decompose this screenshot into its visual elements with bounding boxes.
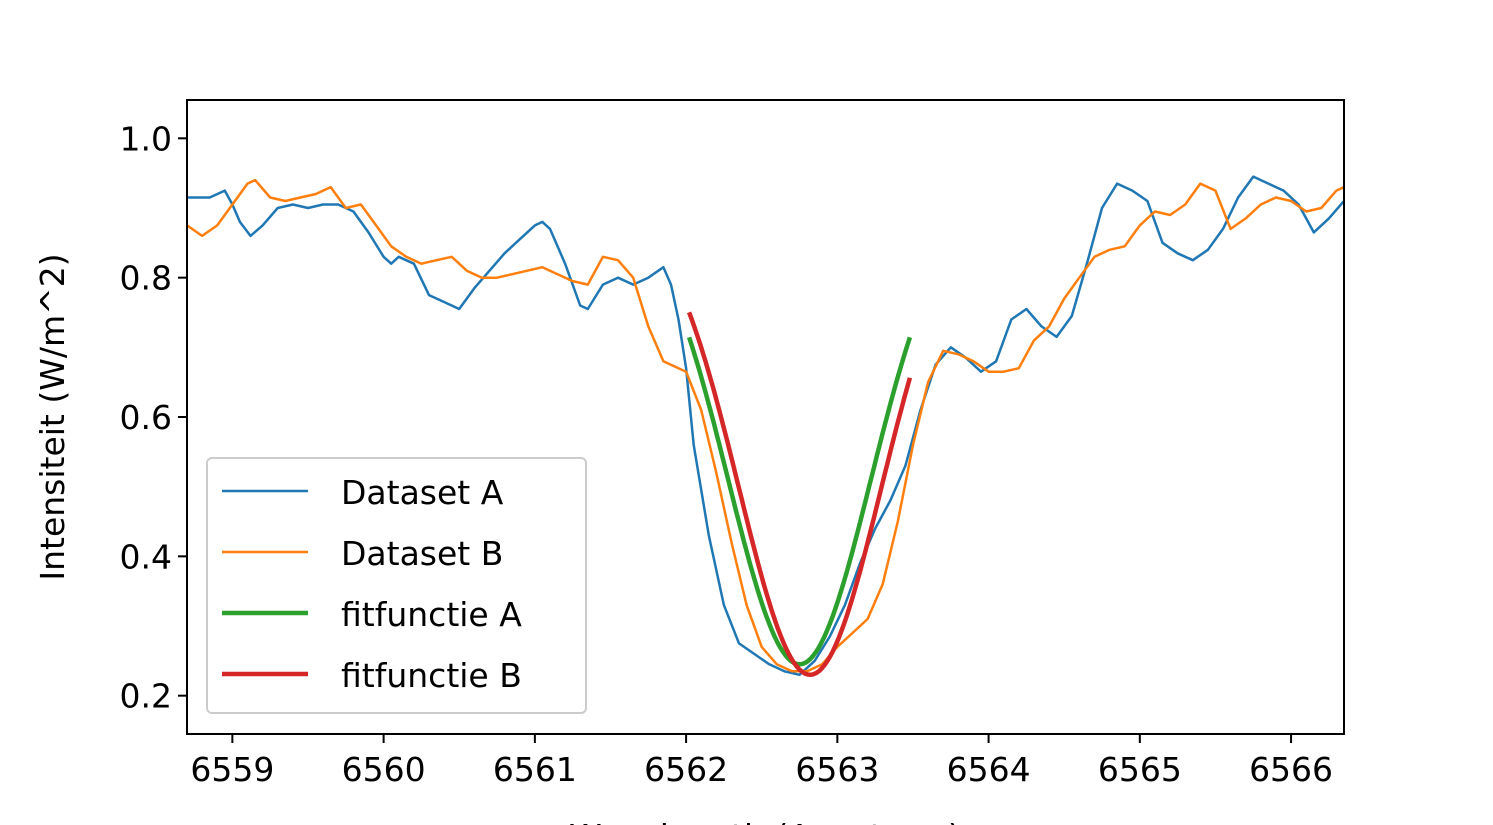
- legend-label-fit-a: fitfunctie A: [341, 595, 522, 634]
- x-tick-label: 6560: [342, 750, 426, 789]
- series-line-dataset-a: [187, 175, 1344, 677]
- plot-lines: [187, 175, 1344, 678]
- y-tick-label: 0.4: [120, 537, 172, 576]
- y-tick-label: 0.6: [120, 398, 172, 437]
- legend-label-dataset-b: Dataset B: [341, 534, 503, 573]
- series-line-fitfunctie-b: [686, 311, 913, 678]
- y-axis-label: Intensiteit (W/m^2): [33, 253, 72, 580]
- x-tick-label: 6562: [644, 750, 728, 789]
- y-axis: 0.2 0.4 0.6 0.8 1.0: [120, 119, 187, 716]
- legend: Dataset A Dataset B fitfunctie A fitfunc…: [206, 457, 587, 714]
- x-tick-label: 6563: [795, 750, 879, 789]
- series-line-fitfunctie-a: [686, 336, 913, 667]
- x-axis-label: Wavelength (Angstrom): [569, 817, 961, 825]
- y-tick-label: 0.2: [120, 677, 172, 716]
- x-axis: 6559 6560 6561 6562 6563 6564 6565 6566: [190, 734, 1333, 789]
- x-tick-label: 6559: [190, 750, 274, 789]
- legend-label-fit-b: fitfunctie B: [341, 656, 522, 695]
- legend-label-dataset-a: Dataset A: [341, 473, 504, 512]
- x-tick-label: 6564: [947, 750, 1031, 789]
- x-tick-label: 6565: [1098, 750, 1182, 789]
- x-tick-label: 6561: [493, 750, 577, 789]
- y-tick-label: 0.8: [120, 259, 172, 298]
- series-line-dataset-b: [187, 178, 1344, 673]
- legend-box: [206, 457, 587, 714]
- x-tick-label: 6566: [1249, 750, 1333, 789]
- y-tick-label: 1.0: [120, 119, 172, 158]
